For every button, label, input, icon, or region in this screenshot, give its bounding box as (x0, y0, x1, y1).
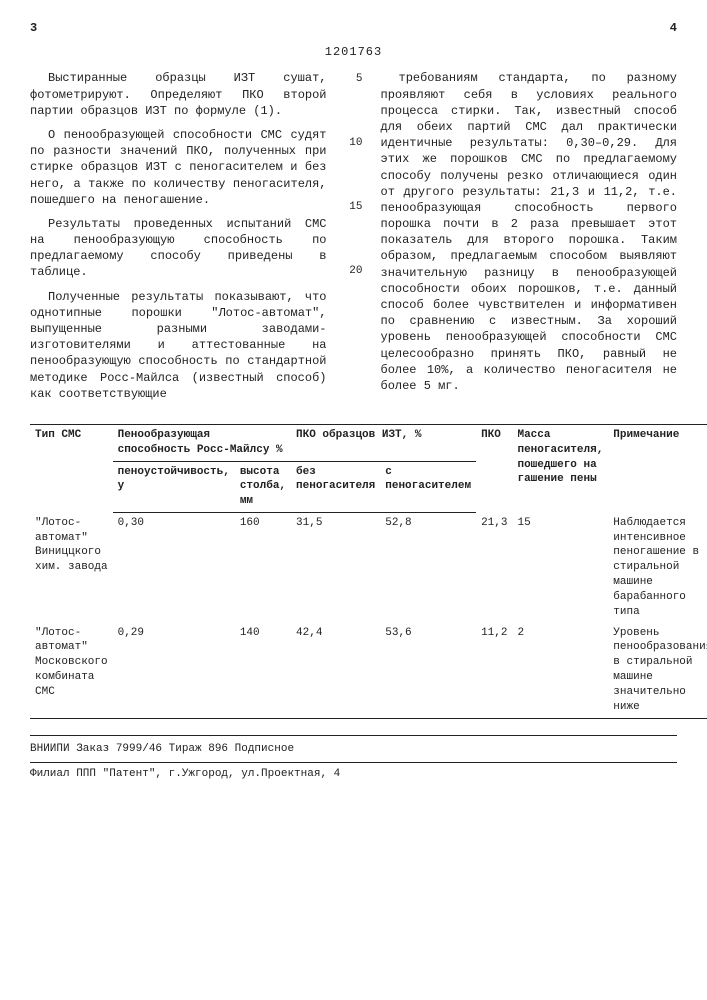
left-column: Выстиранные образцы ИЗТ сушат, фотометри… (30, 70, 327, 410)
cell-without: 31,5 (291, 513, 380, 623)
col-type: Тип СМС (30, 424, 113, 512)
cell-without: 42,4 (291, 623, 380, 719)
table-row: "Лотос-автомат" Виниццкого хим. завода 0… (30, 513, 707, 623)
line-numbers: 5 10 15 20 (345, 70, 363, 410)
table-row: "Лотос-автомат" Московского комбината СМ… (30, 623, 707, 719)
cell-name: "Лотос-автомат" Московского комбината СМ… (30, 623, 113, 719)
col-note: Примечание (608, 424, 707, 512)
page-left-num: 3 (30, 20, 37, 36)
cell-mass: 15 (512, 513, 608, 623)
footer: ВНИИПИ Заказ 7999/46 Тираж 896 Подписное… (30, 735, 677, 783)
linenum: 15 (345, 200, 363, 264)
para: Выстиранные образцы ИЗТ сушат, фотометри… (30, 70, 327, 119)
cell-height: 160 (235, 513, 291, 623)
cell-note: Наблюдается интенсивное пеногашение в ст… (608, 513, 707, 623)
page-header: 3 4 (30, 20, 677, 36)
col-pko-izt: ПКО образцов ИЗТ, % (291, 424, 476, 461)
cell-with: 52,8 (380, 513, 476, 623)
text-columns: Выстиранные образцы ИЗТ сушат, фотометри… (30, 70, 677, 410)
para: Полученные результаты показывают, что од… (30, 289, 327, 402)
table-header-row: Тип СМС Пенообразующая способность Росс-… (30, 424, 707, 461)
sub-peno: пеноустойчивость, у (113, 461, 235, 513)
col-pko: ПКО (476, 424, 512, 512)
footer-line1: ВНИИПИ Заказ 7999/46 Тираж 896 Подписное (30, 742, 677, 757)
linenum: 5 (345, 72, 363, 136)
cell-pko: 21,3 (476, 513, 512, 623)
results-table: Тип СМС Пенообразующая способность Росс-… (30, 424, 707, 719)
sub-height: высота столба, мм (235, 461, 291, 513)
para: требованиям стандарта, по разному проявл… (381, 70, 678, 394)
sub-without: без пеногасителя (291, 461, 380, 513)
cell-pko: 11,2 (476, 623, 512, 719)
cell-height: 140 (235, 623, 291, 719)
footer-line2: Филиал ППП "Патент", г.Ужгород, ул.Проек… (30, 762, 677, 782)
sub-with: с пеногасителем (380, 461, 476, 513)
col-foam: Пенообразующая способность Росс-Майлсу % (113, 424, 291, 461)
linenum: 10 (345, 136, 363, 200)
col-mass: Масса пеногасителя, пошедшего на гашение… (512, 424, 608, 512)
page-right-num: 4 (670, 20, 677, 36)
document-number: 1201763 (30, 44, 677, 60)
cell-peno: 0,30 (113, 513, 235, 623)
cell-peno: 0,29 (113, 623, 235, 719)
cell-mass: 2 (512, 623, 608, 719)
linenum: 20 (345, 264, 363, 328)
cell-name: "Лотос-автомат" Виниццкого хим. завода (30, 513, 113, 623)
para: О пенообразующей способности СМС судят п… (30, 127, 327, 208)
right-column: требованиям стандарта, по разному проявл… (381, 70, 678, 410)
para: Результаты проведенных испытаний СМС на … (30, 216, 327, 281)
cell-with: 53,6 (380, 623, 476, 719)
cell-note: Уровень пенообразования в стиральной маш… (608, 623, 707, 719)
